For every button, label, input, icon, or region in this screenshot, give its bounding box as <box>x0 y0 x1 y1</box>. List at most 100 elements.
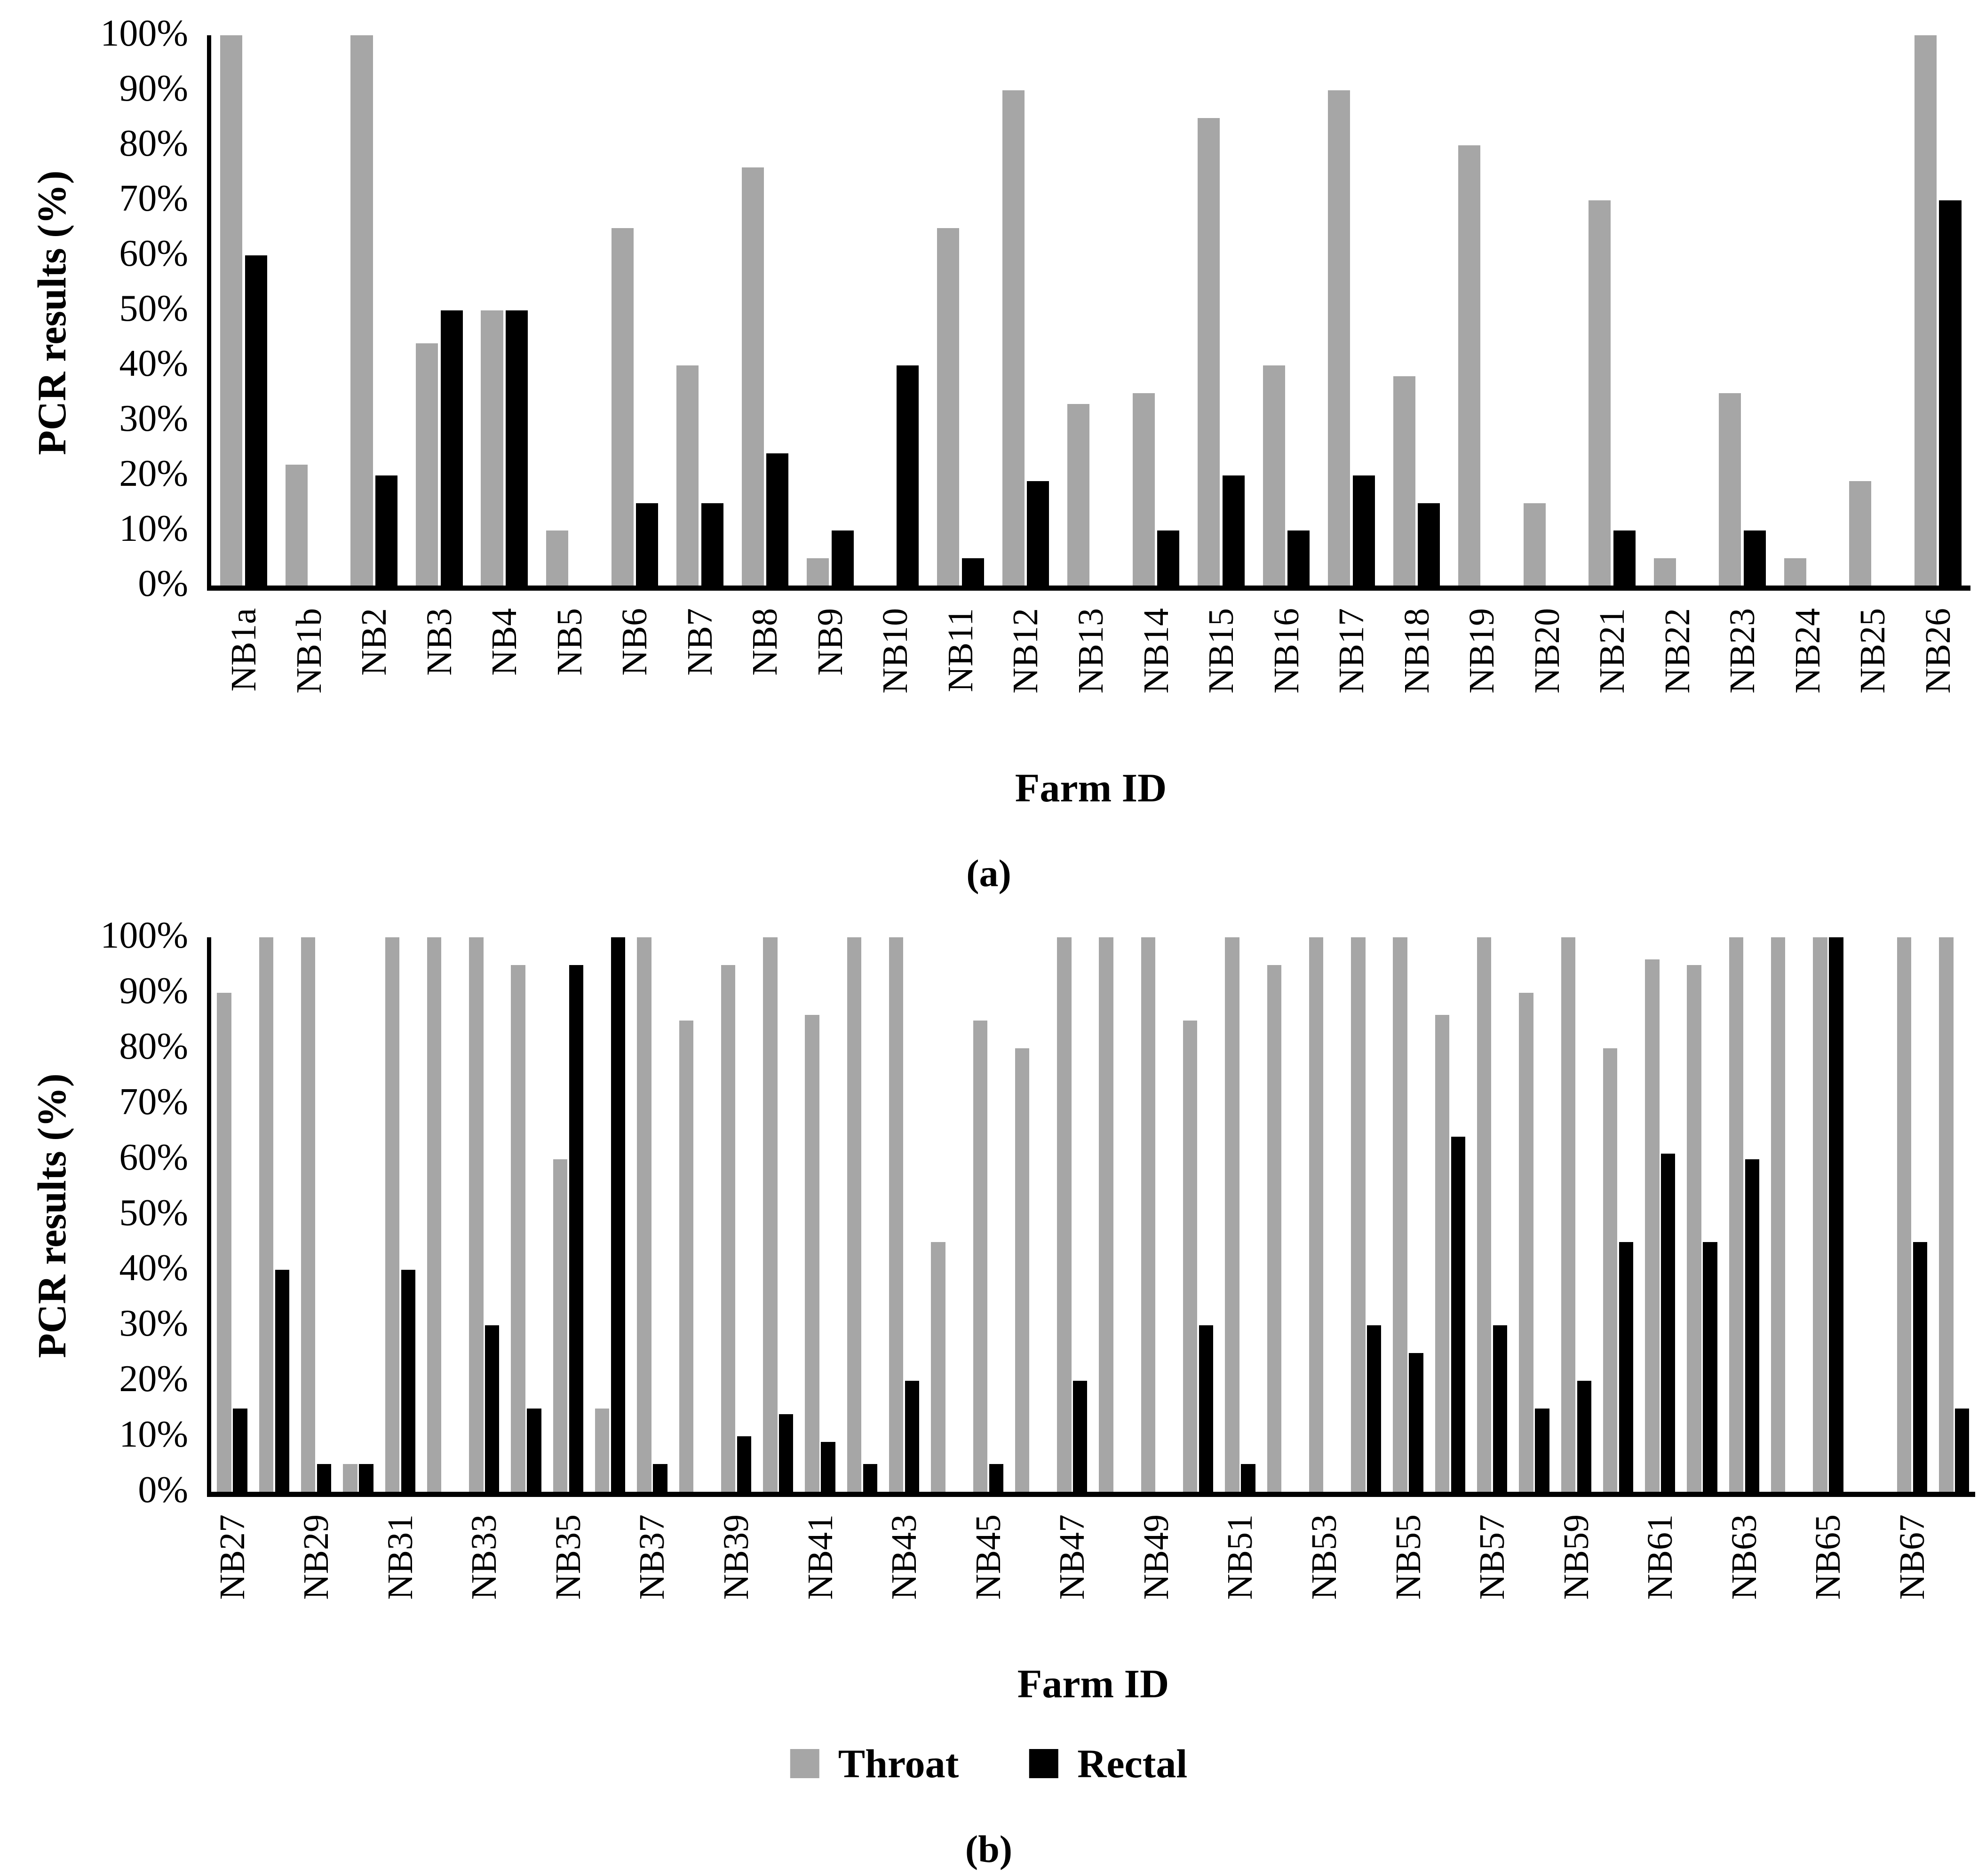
panel-a-slot-NB14 <box>1123 35 1189 586</box>
panel-b-slot-NB57 <box>1471 937 1513 1492</box>
panel-a-slot-NB10 <box>863 35 928 586</box>
bar-throat-NB53 <box>1309 937 1324 1492</box>
bar-rectal-NB9 <box>831 530 854 586</box>
panel-b-xlabel-slot-NB47: NB47 <box>1051 1506 1093 1661</box>
bar-throat-NB38 <box>679 1020 693 1492</box>
panel-a-xlabel-NB24: NB24 <box>1787 608 1827 694</box>
bar-rectal-NB41 <box>821 1441 835 1492</box>
panel-b-xlabel-NB55: NB55 <box>1388 1514 1428 1600</box>
bar-throat-NB60 <box>1603 1048 1618 1492</box>
panel-a-xlabel-NB3: NB3 <box>419 608 459 676</box>
panel-b-slot-NB35 <box>547 937 589 1492</box>
panel-b-ytick-90%: 90% <box>119 970 188 1012</box>
bar-rectal-NB61 <box>1661 1153 1676 1492</box>
panel-a-xlabel-slot-NB15: NB15 <box>1189 600 1254 755</box>
panel-a-xlabel-NB11: NB11 <box>940 608 980 692</box>
bar-rectal-NB4 <box>506 310 528 586</box>
panel-a-xlabel-slot-NB24: NB24 <box>1775 600 1840 755</box>
panel-a: PCR results (%) 0% 10% 20% 30% 40% 50% 60% 70% 8… <box>0 0 1978 894</box>
bar-rectal-NB55 <box>1409 1353 1423 1492</box>
bar-throat-NB12 <box>1002 90 1025 586</box>
bar-rectal-NB1a <box>245 255 268 586</box>
panel-a-slot-NB1a <box>211 35 277 586</box>
bar-rectal-NB27 <box>233 1409 247 1492</box>
rectal-swatch-icon <box>1029 1749 1059 1778</box>
panel-b-xlabel-NB37: NB37 <box>632 1514 672 1600</box>
bar-rectal-NB59 <box>1577 1381 1591 1492</box>
bar-throat-NB9 <box>807 558 829 586</box>
bar-rectal-NB23 <box>1743 530 1766 586</box>
bar-throat-NB22 <box>1653 558 1676 586</box>
panel-a-xlabel-slot-NB4: NB4 <box>472 600 537 755</box>
panel-b-xlabel-NB31: NB31 <box>380 1514 420 1600</box>
panel-b-slot-NB43 <box>883 937 925 1492</box>
bar-throat-NB4 <box>481 310 503 586</box>
panel-b-slot-NB62 <box>1681 937 1723 1492</box>
bar-throat-NB17 <box>1328 90 1350 586</box>
panel-a-xlabel-NB9: NB9 <box>810 608 850 676</box>
bar-rectal-NB8 <box>766 453 789 586</box>
panel-b-y-ticks: 0% 10% 20% 30% 40% 50% 60% 70% 80% 90% 100% <box>0 915 202 1511</box>
panel-a-xlabel-NB16: NB16 <box>1266 608 1306 694</box>
panel-a-xlabel-NB12: NB12 <box>1006 608 1046 694</box>
panel-a-xlabel-slot-NB18: NB18 <box>1384 600 1449 755</box>
panel-b-slot-NB44 <box>925 937 967 1492</box>
panel-a-x-labels: NB1a NB1b NB2 NB3 NB4 NB5 NB6 NB7 NB8 NB9 NB10 NB11… <box>211 600 1970 755</box>
panel-b-slot-NB46 <box>1009 937 1051 1492</box>
bar-throat-NB37 <box>637 937 651 1492</box>
panel-a-slot-NB25 <box>1840 35 1906 586</box>
panel-a-ytick-70%: 70% <box>119 177 188 219</box>
bar-rectal-NB7 <box>701 503 723 586</box>
panel-a-xlabel-NB25: NB25 <box>1853 608 1893 694</box>
panel-b-xlabel-NB29: NB29 <box>296 1514 336 1600</box>
panel-b-xlabel-NB39: NB39 <box>716 1514 756 1600</box>
bar-throat-NB48 <box>1099 937 1113 1492</box>
panel-a-ytick-30%: 30% <box>119 397 188 439</box>
panel-a-slot-NB24 <box>1775 35 1840 586</box>
bar-throat-NB61 <box>1645 959 1660 1492</box>
bar-throat-NB5 <box>546 530 569 586</box>
bar-throat-NB24 <box>1784 558 1806 586</box>
panel-b-slot-NB59 <box>1555 937 1597 1492</box>
panel-a-slot-NB7 <box>667 35 733 586</box>
bar-throat-NB34 <box>511 965 525 1492</box>
panel-b-slot-NB52 <box>1261 937 1303 1492</box>
bar-throat-NB19 <box>1458 145 1481 586</box>
panel-b-ytick-10%: 10% <box>119 1413 188 1455</box>
panel-b-xlabel-slot-NB37: NB37 <box>631 1506 673 1661</box>
bar-rectal-NB18 <box>1418 503 1440 586</box>
panel-a-plot-area <box>207 35 1970 591</box>
panel-b-xlabel-NB59: NB59 <box>1556 1514 1596 1600</box>
panel-b-xlabel-NB45: NB45 <box>968 1514 1008 1600</box>
panel-b-slot-NB61 <box>1639 937 1681 1492</box>
panel-a-xlabel-NB20: NB20 <box>1527 608 1567 694</box>
bar-rectal-NB39 <box>737 1436 752 1492</box>
panel-a-slot-NB21 <box>1580 35 1645 586</box>
bar-rectal-NB36 <box>611 937 626 1492</box>
bar-rectal-NB2 <box>375 475 398 586</box>
bar-rectal-NB29 <box>317 1464 332 1492</box>
panel-a-slot-NB3 <box>407 35 472 586</box>
panel-b-xlabel-NB53: NB53 <box>1304 1514 1344 1600</box>
panel-a-xlabel-NB26: NB26 <box>1918 608 1958 694</box>
panel-b-xlabel-slot-NB57: NB57 <box>1471 1506 1513 1661</box>
panel-a-slot-NB2 <box>342 35 407 586</box>
panel-b-xlabel-NB43: NB43 <box>884 1514 924 1600</box>
panel-a-slot-NB16 <box>1254 35 1319 586</box>
bar-rectal-NB17 <box>1352 475 1375 586</box>
bar-throat-NB23 <box>1719 393 1741 586</box>
panel-a-slot-NB22 <box>1644 35 1710 586</box>
panel-b-xlabel-slot-NB55: NB55 <box>1387 1506 1429 1661</box>
panel-b-xlabel-slot-NB59: NB59 <box>1555 1506 1597 1661</box>
bar-throat-NB46 <box>1015 1048 1030 1492</box>
bar-rectal-NB3 <box>440 310 463 586</box>
bar-throat-NB65 <box>1813 937 1827 1492</box>
bar-rectal-NB35 <box>569 965 584 1492</box>
bar-rectal-NB34 <box>527 1409 541 1492</box>
panel-a-slot-NB1b <box>277 35 342 586</box>
panel-b-slot-NB45 <box>967 937 1009 1492</box>
panel-b-slot-NB30 <box>337 937 379 1492</box>
panel-a-xlabel-slot-NB1a: NB1a <box>211 600 277 755</box>
panel-b-xlabel-NB67: NB67 <box>1892 1514 1932 1600</box>
